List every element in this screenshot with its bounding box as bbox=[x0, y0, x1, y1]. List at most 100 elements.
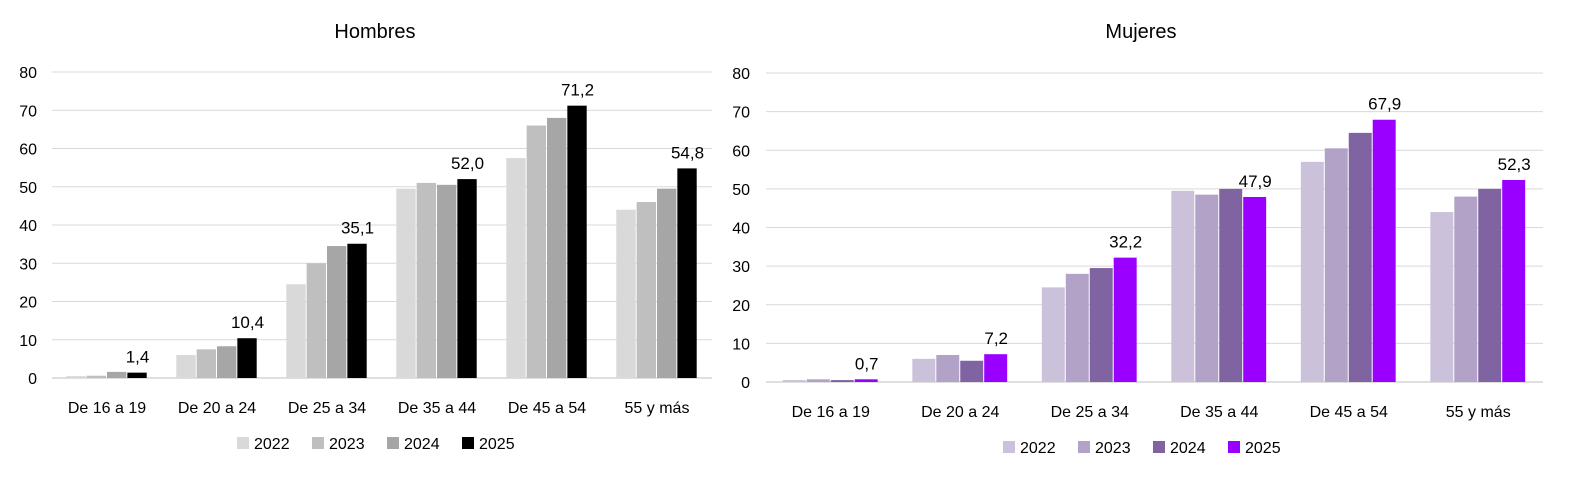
bar-2024-3 bbox=[327, 246, 347, 378]
data-label: 67,9 bbox=[1368, 95, 1401, 114]
x-category-label: De 16 a 19 bbox=[68, 400, 146, 417]
bar-2025-3 bbox=[1113, 257, 1137, 382]
bar-2022-5 bbox=[1300, 161, 1324, 382]
data-label: 52,0 bbox=[451, 154, 484, 173]
data-label: 47,9 bbox=[1239, 172, 1272, 191]
bar-2024-3 bbox=[1089, 268, 1113, 382]
chart-hombres: Hombres 0 10 20 30 40 50 60 70 80 1,4 De 16 a 19 10,… bbox=[19, 21, 712, 453]
y-tick-label: 70 bbox=[19, 103, 37, 120]
x-category-label: De 35 a 44 bbox=[398, 400, 476, 417]
bar-2023-4 bbox=[1195, 194, 1219, 382]
bar-2024-2 bbox=[960, 360, 984, 382]
bar-2024-5 bbox=[1348, 132, 1372, 382]
y-tick-label: 50 bbox=[732, 182, 750, 199]
y-tick-label: 60 bbox=[732, 143, 750, 160]
bar-2022-4 bbox=[1171, 190, 1195, 382]
legend-swatch-2024 bbox=[387, 437, 399, 449]
bar-2025-2 bbox=[984, 354, 1008, 382]
bar-2025-1 bbox=[127, 372, 147, 378]
legend: 2022 2023 2024 2025 bbox=[1003, 440, 1281, 457]
bar-2023-3 bbox=[306, 263, 326, 378]
y-tick-label: 30 bbox=[19, 256, 37, 273]
legend-label: 2024 bbox=[1170, 440, 1206, 457]
y-tick-label: 60 bbox=[19, 142, 37, 159]
bar-2025-4 bbox=[457, 179, 477, 378]
y-tick-label: 10 bbox=[732, 336, 750, 353]
bar-2023-4 bbox=[416, 182, 436, 378]
data-label: 32,2 bbox=[1109, 233, 1142, 252]
bar-2023-2 bbox=[196, 349, 216, 378]
legend: 2022 2023 2024 2025 bbox=[237, 436, 515, 453]
legend-label: 2022 bbox=[254, 436, 290, 453]
legend-label: 2025 bbox=[1245, 440, 1281, 457]
bar-2025-5 bbox=[1372, 119, 1396, 382]
bar-2025-4 bbox=[1243, 196, 1267, 382]
bar-2022-1 bbox=[782, 380, 806, 382]
bar-2025-2 bbox=[237, 338, 257, 378]
legend-swatch-2023 bbox=[1078, 441, 1090, 453]
bar-2024-6 bbox=[1478, 188, 1502, 382]
chart-title: Mujeres bbox=[1105, 21, 1176, 43]
data-label: 52,3 bbox=[1498, 155, 1531, 174]
y-tick-label: 70 bbox=[732, 105, 750, 122]
x-category-label: De 20 a 24 bbox=[178, 400, 256, 417]
legend-swatch-2022 bbox=[1003, 441, 1015, 453]
bar-2022-5 bbox=[506, 158, 526, 378]
legend-label: 2023 bbox=[329, 436, 365, 453]
y-tick-label: 0 bbox=[741, 375, 750, 392]
y-tick-label: 80 bbox=[732, 66, 750, 83]
legend-label: 2023 bbox=[1095, 440, 1131, 457]
bar-2024-5 bbox=[547, 117, 567, 379]
bar-2022-2 bbox=[176, 355, 196, 378]
data-label: 71,2 bbox=[561, 81, 594, 100]
chart-mujeres: Mujeres 0 10 20 30 40 50 60 70 80 0,7 De 16 a 19 7,2… bbox=[732, 21, 1543, 457]
bar-2024-1 bbox=[830, 380, 854, 382]
bar-2024-4 bbox=[437, 184, 457, 378]
legend-label: 2022 bbox=[1020, 440, 1056, 457]
x-category-label: De 25 a 34 bbox=[1051, 404, 1129, 421]
x-category-label: De 20 a 24 bbox=[921, 404, 999, 421]
y-tick-label: 20 bbox=[732, 298, 750, 315]
chart-title: Hombres bbox=[334, 21, 415, 43]
data-label: 1,4 bbox=[126, 348, 150, 367]
bar-2024-2 bbox=[217, 346, 237, 378]
legend-swatch-2025 bbox=[462, 437, 474, 449]
y-tick-label: 20 bbox=[19, 295, 37, 312]
data-label: 0,7 bbox=[855, 354, 879, 373]
legend-swatch-2022 bbox=[237, 437, 249, 449]
y-tick-label: 10 bbox=[19, 333, 37, 350]
bar-2025-6 bbox=[1502, 179, 1526, 382]
x-category-label: De 16 a 19 bbox=[792, 404, 870, 421]
legend-label: 2024 bbox=[404, 436, 440, 453]
legend-swatch-2023 bbox=[312, 437, 324, 449]
x-category-label: De 35 a 44 bbox=[1180, 404, 1258, 421]
x-category-label: 55 y más bbox=[1446, 404, 1511, 421]
legend-label: 2025 bbox=[479, 436, 515, 453]
bar-2022-6 bbox=[1430, 212, 1454, 382]
legend-swatch-2024 bbox=[1153, 441, 1165, 453]
bar-2023-1 bbox=[806, 379, 830, 382]
bar-2022-4 bbox=[396, 188, 416, 378]
bar-2023-5 bbox=[1324, 148, 1348, 382]
bar-2023-6 bbox=[636, 202, 656, 378]
bar-2025-6 bbox=[677, 168, 697, 378]
bar-2022-6 bbox=[616, 209, 636, 378]
y-tick-label: 40 bbox=[19, 218, 37, 235]
bar-2025-1 bbox=[854, 379, 878, 382]
bar-2022-1 bbox=[66, 376, 86, 378]
bar-2023-3 bbox=[1065, 273, 1089, 382]
bar-2022-3 bbox=[286, 284, 306, 378]
x-category-label: De 45 a 54 bbox=[1310, 404, 1388, 421]
data-label: 35,1 bbox=[341, 219, 374, 238]
x-category-label: 55 y más bbox=[625, 400, 690, 417]
bar-2023-1 bbox=[86, 375, 106, 378]
y-tick-label: 30 bbox=[732, 259, 750, 276]
data-label: 54,8 bbox=[671, 143, 704, 162]
legend-swatch-2025 bbox=[1228, 441, 1240, 453]
y-tick-label: 0 bbox=[28, 371, 37, 388]
data-label: 7,2 bbox=[984, 329, 1008, 348]
bar-2022-2 bbox=[912, 358, 936, 382]
bar-2023-2 bbox=[936, 354, 960, 382]
y-tick-label: 40 bbox=[732, 221, 750, 238]
